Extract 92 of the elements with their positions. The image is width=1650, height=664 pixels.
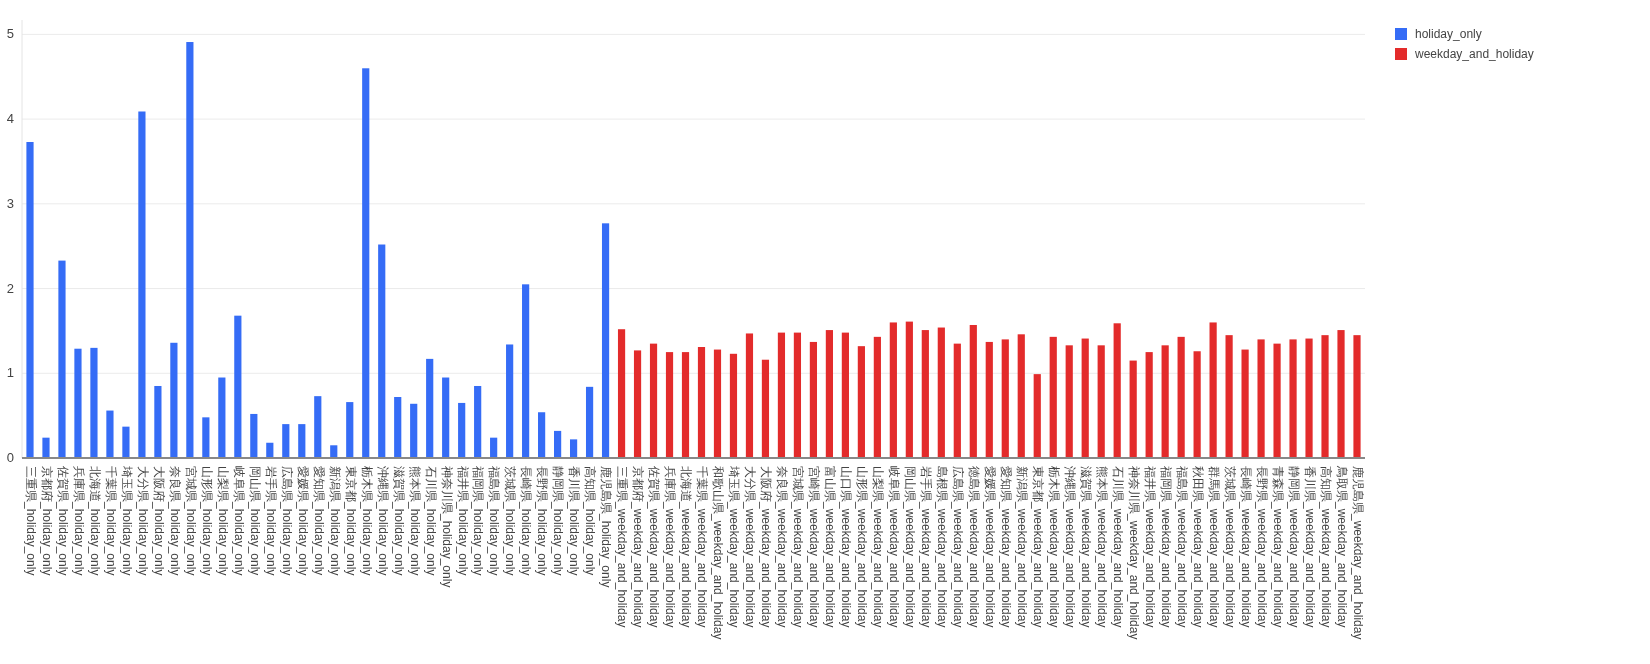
x-tick-label: 青森県_weekday_and_holiday	[1270, 466, 1285, 628]
x-tick-label: 広島県_holiday_only	[279, 466, 294, 576]
y-tick-label: 1	[6, 365, 14, 381]
x-tick-label: 静岡県_holiday_only	[551, 466, 566, 576]
x-tick-label: 鹿児島県_holiday_only	[599, 466, 614, 588]
x-tick-label: 福島県_weekday_and_holiday	[1174, 466, 1189, 628]
x-tick-label: 愛媛県_weekday_and_holiday	[983, 466, 998, 628]
x-tick-label: 香川県_weekday_and_holiday	[1302, 466, 1317, 628]
x-tick-label: 奈良県_holiday_only	[167, 466, 182, 576]
x-tick-label: 群馬県_weekday_and_holiday	[1206, 466, 1221, 628]
x-tick-label: 東京都_weekday_and_holiday	[1031, 466, 1046, 628]
x-tick-label: 山梨県_weekday_and_holiday	[871, 466, 886, 628]
x-tick-label: 愛知県_weekday_and_holiday	[999, 466, 1014, 628]
x-tick-label: 福井県_weekday_and_holiday	[1142, 466, 1157, 628]
x-tick-label: 愛媛県_holiday_only	[295, 466, 310, 576]
x-tick-label: 京都府_weekday_and_holiday	[631, 466, 646, 628]
x-tick-label: 長崎県_holiday_only	[519, 466, 534, 576]
x-tick-label: 宮崎県_weekday_and_holiday	[807, 466, 822, 628]
x-tick-label: 茨城県_weekday_and_holiday	[1222, 466, 1237, 628]
x-tick-label: 神奈川県_weekday_and_holiday	[1127, 466, 1141, 640]
y-tick-label: 5	[6, 26, 14, 42]
x-tick-label: 岡山県_holiday_only	[247, 466, 262, 576]
x-tick-label: 兵庫県_holiday_only	[71, 466, 86, 576]
x-tick-label: 鹿児島県_weekday_and_holiday	[1350, 466, 1365, 640]
x-tick-label: 静岡県_weekday_and_holiday	[1286, 466, 1301, 628]
x-tick-label: 新潟県_weekday_and_holiday	[1015, 466, 1030, 628]
x-tick-label: 宮城県_weekday_and_holiday	[791, 466, 806, 628]
x-tick-label: 神奈川県_holiday_only	[439, 466, 454, 588]
x-tick-label: 石川県_holiday_only	[423, 466, 438, 576]
x-tick-label: 滋賀県_holiday_only	[391, 466, 406, 576]
x-tick-label: 大阪府_holiday_only	[151, 466, 166, 576]
legend-label: weekday_and_holiday	[1414, 47, 1534, 61]
x-tick-label: 沖縄県_weekday_and_holiday	[1063, 466, 1078, 628]
x-tick-label: 熊本県_holiday_only	[407, 466, 422, 576]
x-tick-label: 千葉県_weekday_and_holiday	[695, 466, 710, 628]
x-tick-label: 福島県_holiday_only	[487, 466, 502, 576]
x-tick-label: 兵庫県_weekday_and_holiday	[663, 466, 678, 628]
y-tick-label: 4	[6, 111, 14, 127]
x-tick-label: 秋田県_weekday_and_holiday	[1190, 466, 1205, 628]
x-tick-label: 徳島県_weekday_and_holiday	[967, 466, 982, 628]
legend-label: holiday_only	[1415, 27, 1482, 41]
x-tick-label: 山梨県_holiday_only	[215, 466, 230, 576]
x-tick-label: 北海道_weekday_and_holiday	[679, 466, 694, 628]
x-tick-label: 富山県_weekday_and_holiday	[823, 466, 838, 628]
x-tick-label: 京都府_holiday_only	[39, 466, 54, 576]
x-tick-label: 広島県_weekday_and_holiday	[951, 466, 966, 628]
x-tick-label: 栃木県_weekday_and_holiday	[1047, 466, 1062, 628]
x-tick-label: 石川県_weekday_and_holiday	[1111, 466, 1126, 628]
x-tick-label: 山形県_weekday_and_holiday	[855, 466, 870, 628]
x-tick-label: 愛知県_holiday_only	[311, 466, 326, 576]
x-tick-label: 奈良県_weekday_and_holiday	[775, 466, 790, 628]
x-tick-label: 島根県_weekday_and_holiday	[935, 466, 950, 628]
x-tick-label: 長野県_weekday_and_holiday	[1254, 466, 1269, 628]
x-tick-label: 大分県_holiday_only	[135, 466, 150, 576]
x-tick-label: 香川県_holiday_only	[567, 466, 582, 576]
x-tick-label: 滋賀県_weekday_and_holiday	[1079, 466, 1094, 628]
y-tick-label: 0	[6, 450, 14, 465]
x-tick-label: 岩手県_holiday_only	[263, 466, 278, 576]
x-tick-label: 東京都_holiday_only	[343, 466, 358, 576]
x-tick-label: 山口県_weekday_and_holiday	[839, 466, 854, 628]
x-tick-label: 新潟県_holiday_only	[327, 466, 342, 576]
x-tick-label: 茨城県_holiday_only	[503, 466, 518, 576]
x-tick-label: 高知県_holiday_only	[583, 466, 598, 576]
x-tick-label: 北海道_holiday_only	[87, 466, 102, 576]
x-tick-label: 千葉県_holiday_only	[103, 466, 118, 576]
x-tick-label: 大分県_weekday_and_holiday	[743, 466, 758, 628]
x-tick-label: 佐賀県_weekday_and_holiday	[647, 466, 662, 628]
x-tick-label: 三重県_weekday_and_holiday	[615, 466, 630, 628]
x-tick-label: 宮城県_holiday_only	[183, 466, 198, 576]
x-tick-label: 栃木県_holiday_only	[359, 466, 374, 576]
x-tick-label: 福岡県_weekday_and_holiday	[1158, 466, 1173, 628]
x-tick-label: 埼玉県_weekday_and_holiday	[727, 465, 742, 628]
x-tick-label: 岩手県_weekday_and_holiday	[919, 466, 934, 628]
x-tick-label: 和歌山県_weekday_and_holiday	[711, 466, 726, 640]
x-tick-label: 佐賀県_holiday_only	[55, 466, 70, 576]
x-tick-label: 熊本県_weekday_and_holiday	[1095, 466, 1110, 628]
x-tick-label: 沖縄県_holiday_only	[375, 466, 390, 576]
x-tick-label: 福井県_holiday_only	[455, 466, 470, 576]
x-tick-label: 岐阜県_weekday_and_holiday	[887, 466, 902, 628]
x-tick-label: 長野県_holiday_only	[535, 466, 550, 576]
y-tick-label: 3	[6, 195, 14, 211]
x-tick-label: 福岡県_holiday_only	[471, 466, 486, 576]
x-tick-label: 山形県_holiday_only	[199, 466, 214, 576]
x-tick-label: 岡山県_weekday_and_holiday	[903, 466, 918, 628]
x-tick-label: 大阪府_weekday_and_holiday	[759, 466, 774, 628]
x-tick-label: 埼玉県_holiday_only	[119, 465, 134, 576]
y-tick-label: 2	[6, 280, 14, 296]
x-tick-label: 長崎県_weekday_and_holiday	[1238, 466, 1253, 628]
x-tick-label: 三重県_holiday_only	[23, 466, 38, 576]
x-tick-label: 岐阜県_holiday_only	[231, 466, 246, 576]
x-tick-label: 鳥取県_weekday_and_holiday	[1334, 465, 1349, 628]
x-tick-label: 高知県_weekday_and_holiday	[1318, 466, 1333, 628]
